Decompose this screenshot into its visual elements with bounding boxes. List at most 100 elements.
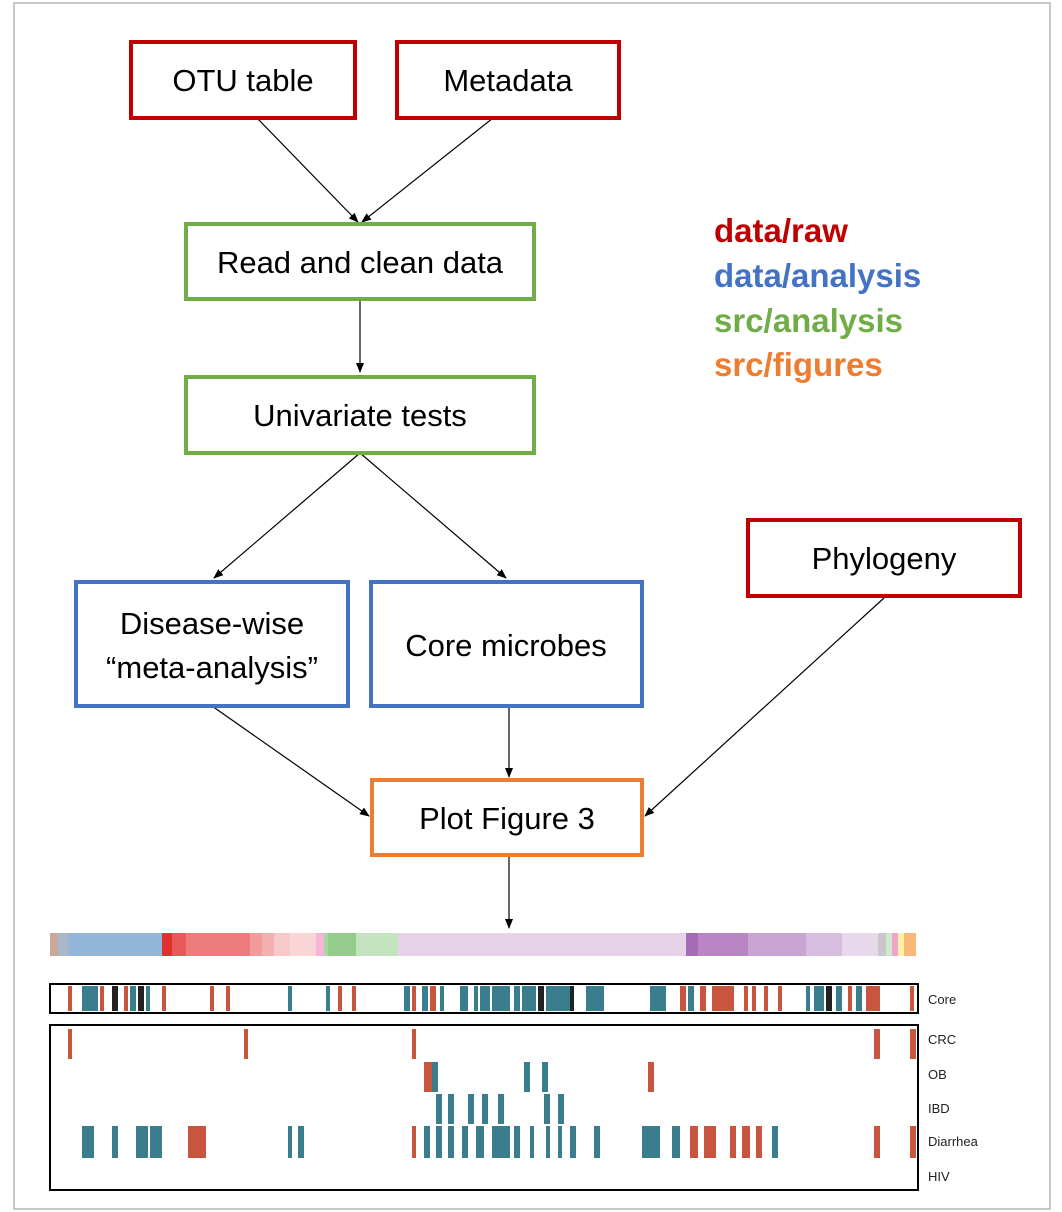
row-label-diarrhea: Diarrhea <box>928 1134 979 1149</box>
disease-mark <box>412 1029 416 1059</box>
otu-table-label: OTU table <box>172 63 313 98</box>
disease-mark <box>412 1126 416 1158</box>
core-mark <box>412 986 416 1011</box>
figure-3-thumbnail: Core CRC OB IBD Diarrhea HIV <box>49 933 979 1191</box>
strip-segment <box>50 933 58 956</box>
core-mark <box>82 986 98 1011</box>
disease-mark <box>448 1094 454 1124</box>
core-mark <box>712 986 734 1011</box>
core-mark <box>162 986 166 1011</box>
disease-mark <box>910 1029 916 1059</box>
disease-mark <box>742 1126 750 1158</box>
disease-mark <box>244 1029 248 1059</box>
strip-segment <box>324 933 328 956</box>
disease-mark <box>112 1126 118 1158</box>
edges <box>211 117 885 929</box>
disease-mark <box>424 1062 432 1092</box>
outer-frame <box>13 2 1051 1210</box>
disease-mark <box>648 1062 654 1092</box>
disease-mark <box>772 1126 778 1158</box>
node-univariate-tests: Univariate tests <box>184 375 536 455</box>
disease-mark <box>730 1126 736 1158</box>
core-mark <box>440 986 444 1011</box>
node-plot-figure-3: Plot Figure 3 <box>370 778 644 857</box>
strip-segment <box>904 933 916 956</box>
core-mark <box>522 986 536 1011</box>
core-mark <box>688 986 694 1011</box>
disease-mark <box>476 1126 484 1158</box>
core-mark <box>764 986 768 1011</box>
strip-segment <box>274 933 290 956</box>
disease-mark <box>524 1062 530 1092</box>
disease-mark <box>288 1126 292 1158</box>
core-mark <box>124 986 128 1011</box>
node-otu-table: OTU table <box>129 40 357 120</box>
edge-otu-to-read <box>256 117 359 223</box>
row-label-crc: CRC <box>928 1032 956 1047</box>
edge-phylogeny-to-plot <box>644 597 885 817</box>
disease-mark <box>298 1126 304 1158</box>
strip-segment <box>290 933 316 956</box>
disease-mark <box>424 1126 430 1158</box>
disease-mark <box>462 1126 468 1158</box>
disease-mark <box>436 1126 442 1158</box>
core-mark <box>430 986 436 1011</box>
strip-segment <box>698 933 748 956</box>
core-mark <box>352 986 356 1011</box>
disease-mark <box>642 1126 660 1158</box>
disease-mark <box>498 1094 504 1124</box>
strip-segment <box>58 933 68 956</box>
disease-mark <box>874 1126 880 1158</box>
node-metadata: Metadata <box>395 40 621 120</box>
core-mark <box>288 986 292 1011</box>
disease-mark <box>672 1126 680 1158</box>
disease-wise-label-line2: “meta-analysis” <box>106 650 318 685</box>
strip-segment <box>898 933 904 956</box>
strip-segment <box>398 933 686 956</box>
core-mark <box>806 986 810 1011</box>
plot-figure-3-label: Plot Figure 3 <box>419 801 595 836</box>
strip-segment <box>686 933 698 956</box>
core-mark <box>474 986 478 1011</box>
disease-mark <box>492 1126 510 1158</box>
core-mark <box>856 986 862 1011</box>
disease-mark <box>436 1094 442 1124</box>
core-mark <box>836 986 842 1011</box>
disease-rows-box <box>49 1024 919 1191</box>
core-mark <box>68 986 72 1011</box>
row-labels: Core CRC OB IBD Diarrhea HIV <box>928 992 979 1184</box>
core-mark <box>338 986 342 1011</box>
core-mark <box>146 986 150 1011</box>
edge-univariate-to-core <box>359 452 507 579</box>
strip-segment <box>186 933 250 956</box>
phylogeny-label: Phylogeny <box>812 541 957 576</box>
disease-mark <box>910 1126 916 1158</box>
core-mark <box>492 986 510 1011</box>
disease-mark <box>514 1126 520 1158</box>
strip-segment <box>328 933 356 956</box>
node-read-and-clean-data: Read and clean data <box>184 222 536 301</box>
disease-mark <box>136 1126 148 1158</box>
strip-segment <box>316 933 324 956</box>
node-core-microbes: Core microbes <box>369 580 644 708</box>
disease-mark <box>594 1126 600 1158</box>
strip-segment <box>250 933 262 956</box>
core-mark <box>866 986 880 1011</box>
disease-mark <box>82 1126 94 1158</box>
core-mark <box>100 986 104 1011</box>
node-disease-wise-meta-analysis: Disease-wise “meta-analysis” <box>74 580 350 708</box>
core-mark <box>422 986 428 1011</box>
core-mark <box>700 986 706 1011</box>
disease-mark <box>690 1126 698 1158</box>
strip-segment <box>842 933 878 956</box>
disease-mark <box>188 1126 206 1158</box>
core-mark <box>226 986 230 1011</box>
metadata-label: Metadata <box>443 63 573 98</box>
univariate-tests-label: Univariate tests <box>253 398 467 433</box>
core-mark <box>848 986 852 1011</box>
strip-segment <box>356 933 398 956</box>
strip-segment <box>172 933 186 956</box>
disease-row-marks <box>68 1029 916 1158</box>
core-mark <box>752 986 756 1011</box>
